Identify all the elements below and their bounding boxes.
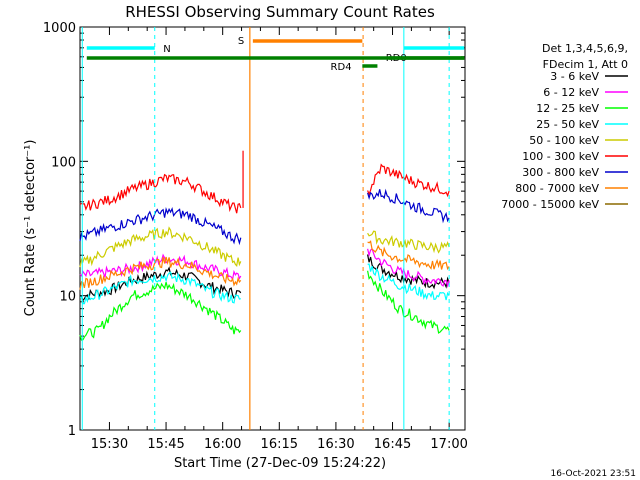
- series-line: [79, 271, 241, 305]
- series-line: [79, 266, 242, 302]
- flag-bar-label: RD4: [331, 62, 352, 73]
- series-line: [79, 281, 242, 341]
- y-tick-label: 10: [59, 290, 76, 305]
- legend-label: 100 - 300 keV: [522, 150, 599, 163]
- legend: Det 1,3,4,5,6,9, FDecim 1, Att 03 - 6 keV…: [501, 42, 628, 211]
- y-tick-label: 1: [68, 424, 76, 439]
- legend-label: 12 - 25 keV: [536, 102, 599, 115]
- chart-title: RHESSI Observing Summary Count Rates: [125, 3, 435, 21]
- x-tick-label: 17:00: [430, 437, 467, 452]
- legend-header: Det 1,3,4,5,6,9,: [542, 42, 628, 55]
- x-tick-label: 16:00: [204, 437, 241, 452]
- x-tick-label: 16:45: [374, 437, 411, 452]
- legend-label: 50 - 100 keV: [529, 134, 599, 147]
- series-line: [79, 173, 242, 214]
- plot-area: 1 10 100 1000 15:30 15:45 16:00 16:15 16:30 16:45…: [43, 21, 468, 452]
- x-axis-label: Start Time (27-Dec-09 15:24:22): [174, 456, 386, 471]
- plot-frame: [79, 26, 466, 431]
- series-line: [79, 226, 242, 268]
- legend-label: 800 - 7000 keV: [515, 182, 599, 195]
- series-line: [367, 240, 450, 271]
- y-tick-label: 100: [51, 155, 76, 170]
- x-tick-label: 15:30: [91, 437, 128, 452]
- series-line: [79, 206, 242, 246]
- y-tick-label: 1000: [43, 21, 76, 36]
- legend-header: FDecim 1, Att 0: [543, 58, 628, 71]
- series-line: [367, 263, 450, 301]
- timestamp: 16-Oct-2021 23:51: [551, 469, 636, 479]
- series-line: [79, 256, 242, 290]
- x-tick-label: 15:45: [147, 437, 184, 452]
- legend-label: 25 - 50 keV: [536, 118, 599, 131]
- legend-label: 6 - 12 keV: [543, 86, 599, 99]
- legend-label: 3 - 6 keV: [550, 70, 599, 83]
- flag-bar-label: N: [163, 44, 170, 55]
- flag-bar-label: S: [238, 36, 244, 47]
- legend-label: 7000 - 15000 keV: [501, 198, 599, 211]
- legend-label: 300 - 800 keV: [522, 166, 599, 179]
- series-line: [79, 253, 242, 281]
- series-line: [367, 230, 450, 254]
- x-tick-label: 16:15: [261, 437, 298, 452]
- y-axis-label: Count Rate (s⁻¹ detector⁻¹): [23, 140, 38, 317]
- series-line: [367, 163, 450, 198]
- series-line: [367, 247, 450, 288]
- x-tick-label: 16:30: [317, 437, 354, 452]
- series-line: [367, 188, 450, 224]
- series-line: [367, 270, 450, 334]
